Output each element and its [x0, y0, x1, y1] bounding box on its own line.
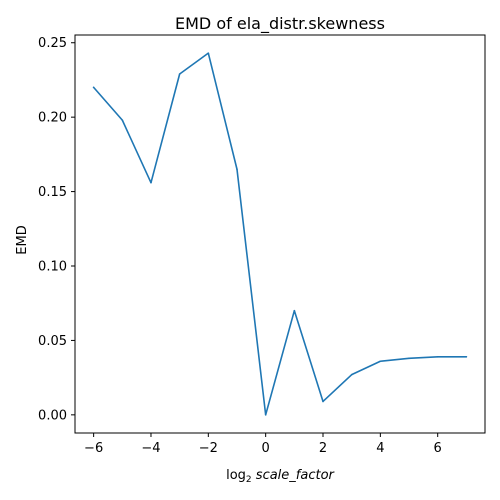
x-axis-label: log2 scale_factor: [226, 468, 335, 485]
data-point: [150, 181, 152, 184]
data-point: [178, 73, 181, 75]
data-point: [408, 357, 410, 360]
data-point: [121, 119, 124, 121]
axes-frame: [74, 34, 486, 434]
x-tick-label: −6: [84, 441, 103, 456]
data-point: [264, 414, 267, 416]
data-point: [322, 400, 324, 403]
series-layer: [92, 52, 468, 416]
series-line-0: [92, 52, 468, 416]
data-point: [379, 360, 382, 363]
x-axis-label-prefix: log: [226, 468, 246, 483]
data-point: [236, 168, 238, 171]
data-point: [293, 309, 296, 312]
x-tick-label: 2: [319, 441, 327, 456]
x-axis-ticks: −6 −4 −2 0 2 4 6: [84, 433, 442, 456]
y-axis-label: EMD: [15, 225, 30, 254]
x-tick-label: −4: [141, 441, 160, 456]
chart-title: EMD of ela_distr.skewness: [175, 14, 385, 34]
data-point: [92, 86, 95, 89]
data-point: [350, 373, 353, 376]
x-tick-label: 0: [262, 441, 270, 456]
data-point: [436, 355, 439, 358]
y-tick-label: 0.25: [38, 36, 67, 51]
plot-area: [74, 34, 486, 434]
x-tick-label: −2: [199, 441, 218, 456]
y-tick-label: 0.00: [38, 408, 67, 423]
y-tick-label: 0.15: [38, 185, 67, 200]
y-tick-label: 0.05: [38, 334, 67, 349]
y-axis-ticks: 0.00 0.05 0.10 0.15 0.20 0.25: [38, 36, 75, 423]
x-axis-label-variable: scale_factor: [256, 468, 336, 483]
x-tick-label: 4: [376, 441, 384, 456]
x-tick-label: 6: [434, 441, 442, 456]
data-point: [207, 52, 210, 54]
y-tick-label: 0.20: [38, 111, 67, 126]
data-point: [465, 355, 468, 358]
x-axis-label-subscript: 2: [246, 475, 252, 485]
y-tick-label: 0.10: [38, 260, 67, 275]
